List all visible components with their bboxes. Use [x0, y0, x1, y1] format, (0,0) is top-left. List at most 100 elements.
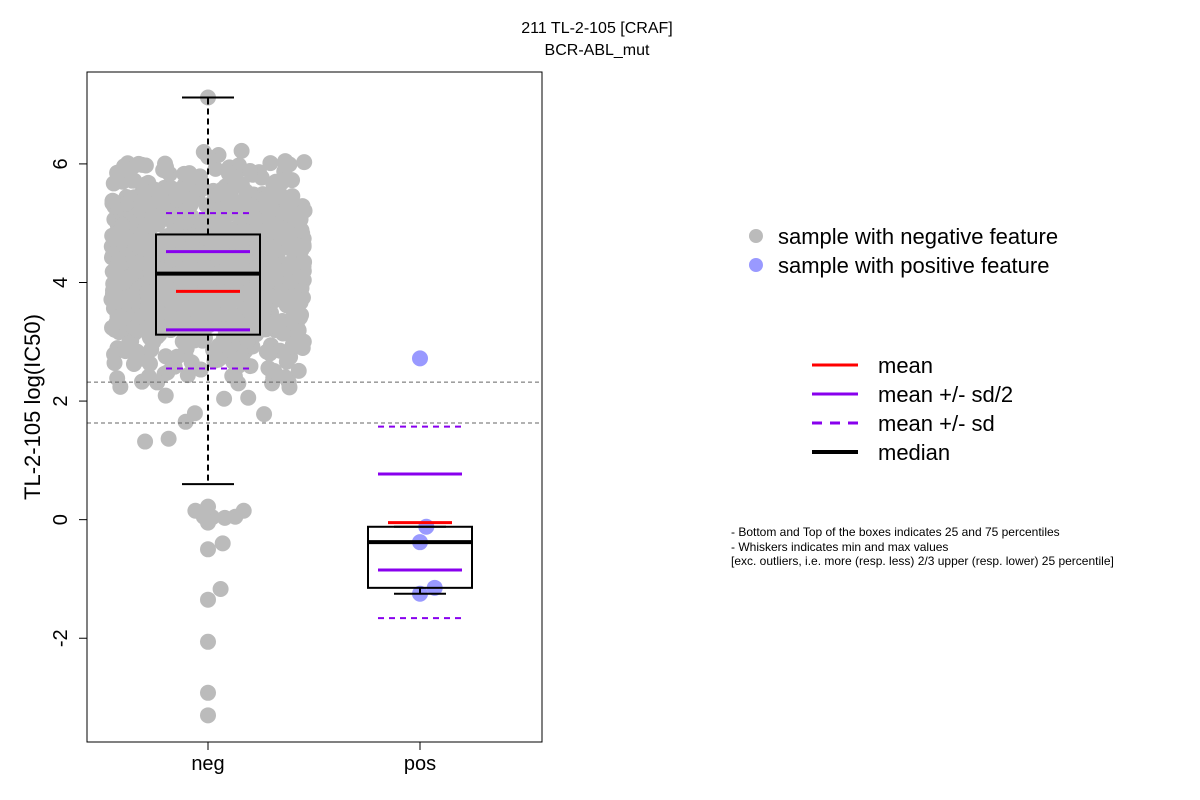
neg-sample-point	[179, 166, 195, 183]
neg-sample-point	[174, 333, 191, 350]
neg-sample-point	[125, 356, 142, 373]
neg-sample-point	[267, 318, 284, 335]
legend-line-label: mean +/- sd	[878, 411, 995, 436]
neg-sample-point	[211, 337, 228, 354]
neg-sample-point	[200, 498, 216, 515]
legend: sample with negative feature sample with …	[749, 224, 1058, 465]
neg-sample-point	[207, 160, 224, 177]
note-line: - Bottom and Top of the boxes indicates …	[731, 525, 1060, 539]
neg-sample-point	[212, 581, 229, 598]
neg-sample-point	[192, 361, 209, 378]
neg-sample-point	[277, 157, 294, 174]
neg-sample-point	[230, 194, 247, 211]
neg-sample-point	[290, 322, 307, 339]
neg-sample-point	[291, 207, 308, 224]
neg-sample-point	[141, 329, 158, 346]
neg-sample-point	[139, 241, 156, 258]
neg-sample-point	[114, 310, 131, 327]
neg-sample-point	[109, 172, 126, 189]
plot-area: -2 0 2 4 6 neg pos	[50, 89, 542, 775]
neg-sample-point	[255, 303, 272, 320]
y-axis-label: TL-2-105 log(IC50)	[20, 314, 45, 500]
neg-sample-point	[137, 433, 154, 450]
neg-sample-point	[221, 252, 238, 269]
neg-sample-point	[104, 263, 121, 280]
neg-sample-point	[173, 185, 190, 202]
neg-sample-point	[235, 285, 252, 302]
legend-line-label: median	[878, 440, 950, 465]
neg-sample-point	[200, 591, 216, 608]
neg-sample-point	[200, 514, 216, 531]
note-line: [exc. outliers, i.e. more (resp. less) 2…	[731, 554, 1114, 568]
neg-sample-point	[191, 168, 208, 185]
notes: - Bottom and Top of the boxes indicates …	[731, 525, 1114, 568]
y-tick-label: 2	[50, 396, 72, 407]
neg-sample-point	[230, 351, 247, 368]
neg-sample-point	[160, 430, 177, 447]
neg-sample-point	[114, 217, 131, 234]
neg-sample-point	[130, 155, 147, 172]
neg-sample-point	[200, 541, 216, 558]
neg-sample-point	[179, 367, 196, 384]
neg-sample-point	[134, 196, 151, 213]
neg-sample-point	[104, 192, 121, 209]
neg-sample-point	[235, 502, 252, 519]
neg-sample-point	[296, 154, 313, 171]
neg-sample-point	[180, 271, 197, 288]
legend-point-marker	[749, 229, 763, 243]
neg-sample-point	[261, 288, 278, 305]
y-tick-label: -2	[50, 629, 72, 647]
neg-sample-point	[208, 210, 225, 227]
neg-sample-point	[104, 319, 121, 336]
neg-sample-point	[106, 281, 123, 298]
neg-sample-point	[216, 390, 233, 407]
neg-sample-point	[116, 158, 132, 175]
x-tick-label: neg	[191, 753, 224, 775]
neg-sample-point	[139, 282, 156, 299]
neg-sample-point	[240, 389, 257, 406]
neg-sample-point	[193, 305, 210, 322]
neg-sample-point	[293, 222, 310, 239]
neg-sample-point	[261, 345, 278, 362]
chart-title: 211 TL-2-105 [CRAF]	[521, 20, 672, 37]
neg-sample-point	[163, 318, 180, 335]
neg-sample-point	[204, 296, 221, 313]
neg-sample-point	[214, 535, 231, 552]
neg-sample-point	[281, 379, 298, 396]
neg-sample-point	[265, 175, 282, 192]
neg-sample-point	[247, 210, 264, 227]
neg-sample-point	[118, 293, 135, 310]
neg-sample-point	[177, 213, 194, 230]
neg-sample-point	[194, 332, 211, 349]
box	[155, 233, 261, 336]
neg-sample-point	[279, 222, 296, 239]
neg-sample-point	[144, 207, 161, 224]
neg-sample-point	[267, 189, 284, 206]
neg-sample-point	[224, 367, 241, 384]
neg-sample-point	[264, 375, 281, 392]
pos-sample-point	[412, 350, 428, 367]
neg-sample-point	[290, 362, 307, 379]
neg-sample-point	[120, 335, 137, 352]
neg-sample-point	[200, 148, 216, 165]
neg-sample-point	[242, 358, 259, 375]
neg-sample-point	[292, 294, 309, 311]
neg-sample-point	[110, 251, 127, 268]
neg-sample-point	[256, 406, 273, 423]
neg-sample-point	[195, 319, 212, 336]
neg-sample-point	[157, 348, 174, 365]
neg-sample-point	[130, 254, 147, 271]
neg-sample-point	[109, 370, 126, 387]
box	[367, 525, 473, 589]
neg-sample-point	[214, 181, 231, 198]
legend-point-label: sample with negative feature	[778, 224, 1058, 249]
chart-subtitle: BCR-ABL_mut	[545, 42, 650, 59]
neg-sample-point	[265, 255, 282, 272]
neg-sample-point	[260, 360, 277, 377]
note-line: - Whiskers indicates min and max values	[731, 540, 948, 554]
y-tick-label: 0	[50, 514, 72, 525]
neg-sample-point	[166, 358, 183, 375]
neg-sample-point	[140, 368, 157, 385]
neg-sample-point	[139, 304, 156, 321]
